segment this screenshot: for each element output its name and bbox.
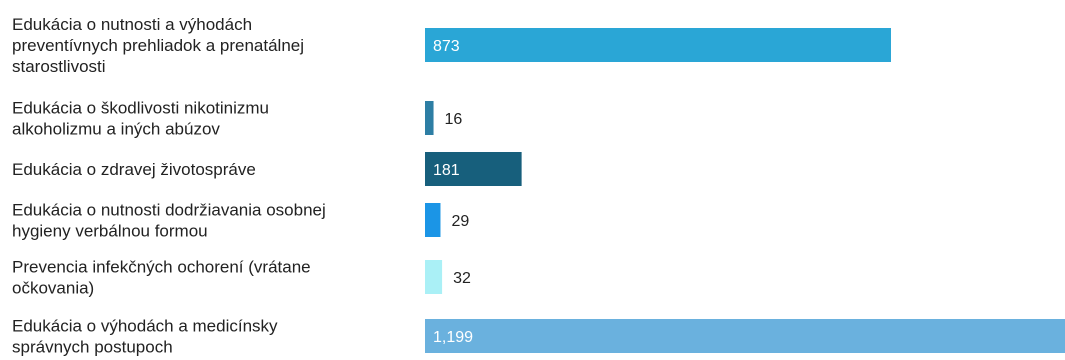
- bar: [425, 101, 434, 135]
- bar: [425, 260, 443, 294]
- category-label: Prevencia infekčných ochorení (vrátane oč…: [12, 258, 311, 298]
- bar: [425, 319, 1065, 353]
- category-label: Edukácia o škodlivosti nikotinizmu alkoho…: [12, 99, 269, 139]
- value-label: 29: [451, 213, 469, 230]
- value-label: 16: [445, 111, 463, 128]
- category-label: Edukácia o zdravej životospráve: [12, 160, 256, 179]
- category-label: Edukácia o nutnosti dodržiavania osobnej…: [12, 201, 326, 241]
- value-label: 1,199: [433, 329, 473, 346]
- value-label: 873: [433, 38, 460, 55]
- bar: [425, 28, 891, 62]
- bar: [425, 203, 441, 237]
- category-label: Edukácia o výhodách a medicínsky správnyc…: [12, 317, 278, 357]
- category-label: Edukácia o nutnosti a výhodách preventívn…: [12, 15, 304, 76]
- value-label: 181: [433, 162, 460, 179]
- bar: [425, 152, 522, 186]
- value-label: 32: [453, 270, 471, 287]
